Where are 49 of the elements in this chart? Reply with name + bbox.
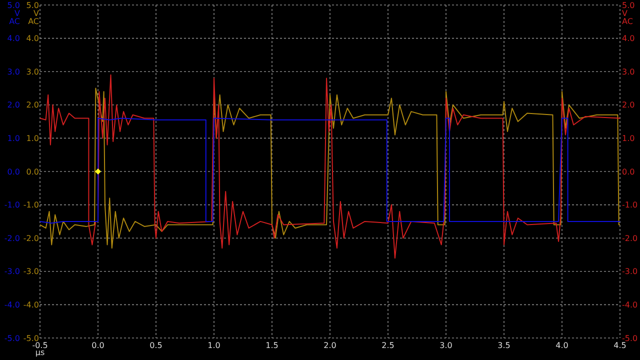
- x-tick-label: 0.5: [150, 341, 162, 350]
- y-tick-label: 3.0: [26, 67, 39, 76]
- y2-tick-label: 1.0: [622, 134, 635, 143]
- y3-tick-label: 5.0: [7, 0, 20, 10]
- y3-tick-label: 2.0: [7, 100, 20, 110]
- y2-tick-label: -5.0: [622, 334, 638, 343]
- line-series: [40, 118, 620, 224]
- y-tick-label: -4.0: [23, 300, 39, 310]
- y2-tick-label: -1.0: [622, 200, 638, 210]
- y3-tick-label: -5.0: [4, 334, 20, 343]
- y3-tick-label: 1.0: [7, 134, 20, 143]
- y-tick-label: 0.0: [26, 167, 39, 176]
- y-tick-label: -2.0: [23, 234, 39, 243]
- x-axis-title: µs: [35, 348, 45, 357]
- y2-tick-label: 4.0: [622, 34, 635, 44]
- x-tick-label: 2.0: [324, 341, 336, 350]
- y2-tick-label: 3.0: [622, 67, 635, 76]
- y-tick-label: 5.0: [26, 0, 39, 10]
- y3-tick-label: 3.0: [7, 67, 20, 76]
- y-axis-title: V AC: [9, 9, 21, 26]
- y-tick-label: -5.0: [23, 334, 39, 343]
- y3-tick-label: -2.0: [4, 234, 20, 243]
- y2-tick-label: 2.0: [622, 100, 635, 110]
- y3-axis-title: V AC: [28, 9, 40, 26]
- x-tick-label: 3.0: [440, 341, 452, 350]
- y3-tick-label: 0.0: [7, 167, 20, 176]
- x-tick-label: 2.5: [382, 341, 394, 350]
- y-tick-label: 2.0: [26, 100, 39, 110]
- y3-tick-label: -1.0: [4, 200, 20, 210]
- y2-tick-label: -4.0: [622, 300, 638, 310]
- x-tick-label: 1.0: [208, 341, 220, 350]
- y2-tick-label: 5.0: [622, 0, 635, 10]
- y-tick-label: -1.0: [23, 200, 39, 210]
- y3-tick-label: -4.0: [4, 300, 20, 310]
- y2-tick-label: 0.0: [622, 167, 635, 176]
- y-tick-label: 4.0: [26, 34, 39, 44]
- x-tick-label: 0.0: [92, 341, 104, 350]
- y-tick-label: -3.0: [23, 267, 39, 276]
- x-tick-label: 1.5: [266, 341, 278, 350]
- y2-axis-title: V AC: [622, 9, 634, 26]
- y-tick-label: 1.0: [26, 134, 39, 143]
- x-tick-label: 3.5: [498, 341, 510, 350]
- y2-tick-label: -2.0: [622, 234, 638, 243]
- x-tick-label: 4.5: [614, 341, 626, 350]
- y2-tick-label: -3.0: [622, 267, 638, 276]
- y3-tick-label: -3.0: [4, 267, 20, 276]
- x-tick-label: 4.0: [556, 341, 568, 350]
- x-tick-label: -0.5: [32, 341, 48, 350]
- y3-tick-label: 4.0: [7, 34, 20, 44]
